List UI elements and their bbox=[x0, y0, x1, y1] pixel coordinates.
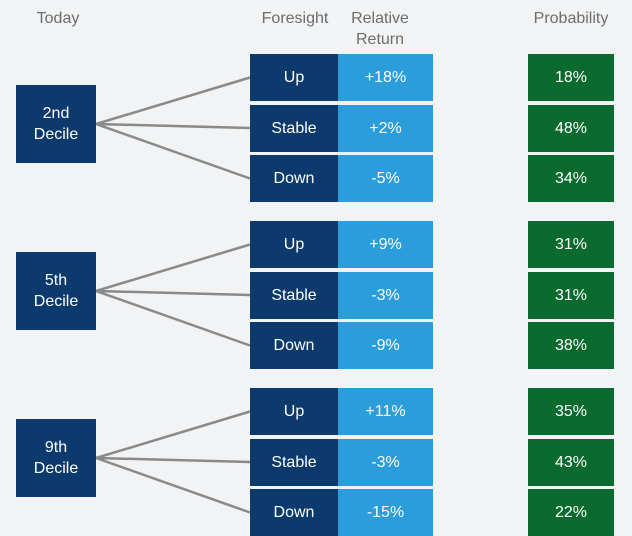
foresight-box: Stable bbox=[250, 438, 338, 486]
probability-box: 38% bbox=[528, 322, 614, 369]
connector bbox=[95, 456, 251, 464]
return-box: -3% bbox=[338, 438, 433, 486]
foresight-box: Up bbox=[250, 54, 338, 101]
return-box: +2% bbox=[338, 104, 433, 152]
connector bbox=[95, 410, 251, 460]
decile-box: 5th Decile bbox=[16, 252, 96, 330]
probability-box: 48% bbox=[528, 104, 614, 152]
return-box: +18% bbox=[338, 54, 433, 101]
connector bbox=[95, 456, 251, 514]
connector bbox=[95, 289, 251, 347]
return-box: -15% bbox=[338, 489, 433, 536]
header-probability: Probability bbox=[533, 10, 609, 27]
foresight-box: Up bbox=[250, 221, 338, 268]
header-today: Today bbox=[36, 10, 80, 27]
return-box: +11% bbox=[338, 388, 433, 435]
header-return: Relative Return bbox=[351, 10, 409, 48]
connector bbox=[95, 122, 251, 180]
header-foresight: Foresight bbox=[261, 10, 329, 27]
return-box: -5% bbox=[338, 155, 433, 202]
probability-box: 18% bbox=[528, 54, 614, 101]
foresight-box: Up bbox=[250, 388, 338, 435]
connector bbox=[95, 289, 251, 297]
connector bbox=[95, 76, 251, 126]
probability-box: 22% bbox=[528, 489, 614, 536]
decile-box: 2nd Decile bbox=[16, 85, 96, 163]
probability-box: 31% bbox=[528, 221, 614, 268]
foresight-box: Stable bbox=[250, 104, 338, 152]
probability-box: 43% bbox=[528, 438, 614, 486]
connector bbox=[95, 243, 251, 293]
probability-box: 35% bbox=[528, 388, 614, 435]
return-box: -9% bbox=[338, 322, 433, 369]
foresight-box: Stable bbox=[250, 271, 338, 319]
return-box: -3% bbox=[338, 271, 433, 319]
return-box: +9% bbox=[338, 221, 433, 268]
connector bbox=[95, 122, 251, 130]
foresight-box: Down bbox=[250, 322, 338, 369]
probability-box: 31% bbox=[528, 271, 614, 319]
foresight-box: Down bbox=[250, 155, 338, 202]
probability-box: 34% bbox=[528, 155, 614, 202]
foresight-box: Down bbox=[250, 489, 338, 536]
decile-box: 9th Decile bbox=[16, 419, 96, 497]
